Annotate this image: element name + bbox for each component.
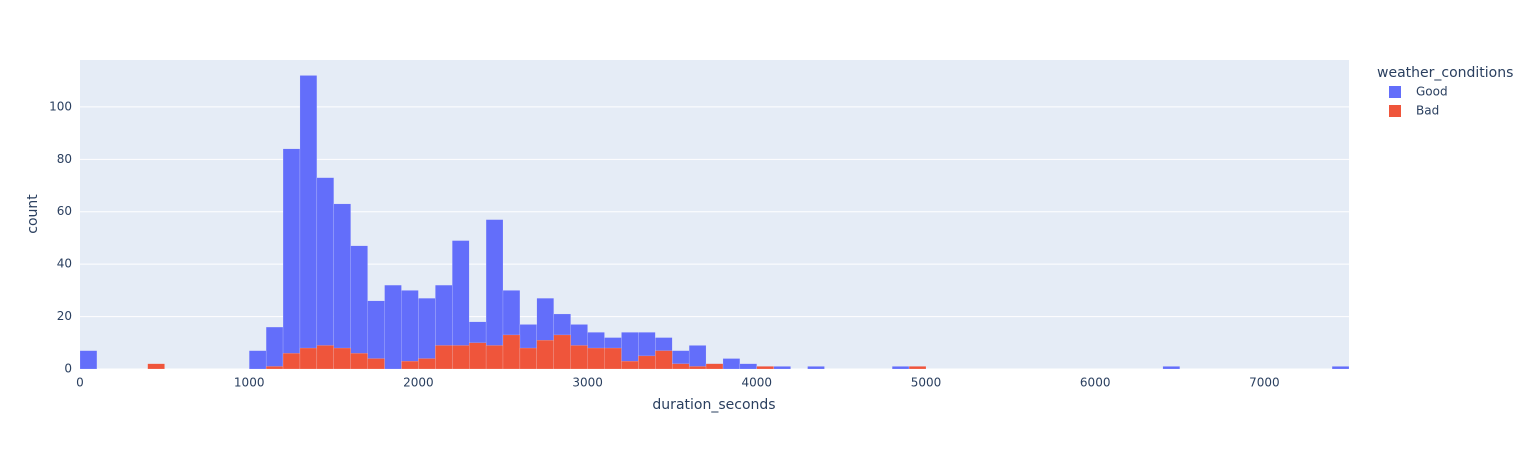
bar (604, 347, 622, 370)
bar (908, 366, 927, 370)
bar (1162, 366, 1180, 370)
y-axis-title: count (25, 194, 41, 234)
y-tick-label: 100 (49, 99, 72, 113)
bar (401, 360, 419, 370)
bar (536, 340, 554, 370)
bar (249, 350, 267, 370)
bar (672, 363, 690, 370)
bar (469, 342, 487, 370)
bar (333, 203, 351, 370)
bar (316, 345, 334, 370)
bar (638, 355, 656, 370)
x-tick-label: 0 (76, 376, 84, 390)
bar (265, 366, 284, 370)
x-tick-label: 5000 (911, 376, 942, 390)
bar (282, 353, 301, 370)
y-tick-label: 80 (57, 152, 72, 166)
y-tick-label: 60 (57, 204, 72, 218)
bar (553, 334, 571, 370)
bar (502, 334, 521, 370)
bar (807, 366, 825, 370)
bar (435, 345, 453, 370)
bar (705, 363, 724, 370)
bar (519, 347, 537, 370)
legend-swatch[interactable] (1389, 105, 1401, 117)
y-tick-label: 0 (64, 362, 72, 376)
bar (621, 360, 639, 370)
bar (418, 358, 436, 370)
bar (756, 366, 774, 370)
x-tick-label: 7000 (1249, 376, 1280, 390)
y-tick-label: 20 (57, 309, 72, 323)
bar (299, 75, 318, 370)
bar (892, 366, 910, 370)
bar (147, 363, 165, 370)
x-axis-title: duration_seconds (652, 397, 775, 413)
bar (282, 148, 301, 370)
legend-label[interactable]: Bad (1416, 104, 1439, 118)
bar (1331, 366, 1350, 370)
plot-area (80, 60, 1349, 369)
y-tick-label: 40 (57, 257, 72, 271)
bar (384, 284, 402, 370)
bar (299, 347, 318, 370)
bar (367, 358, 385, 370)
bar (316, 177, 334, 370)
x-tick-label: 6000 (1080, 376, 1111, 390)
x-tick-label: 2000 (403, 376, 434, 390)
bar (688, 366, 707, 370)
legend-swatch[interactable] (1389, 86, 1401, 98)
bar (350, 245, 368, 370)
bar (452, 345, 470, 370)
bar (773, 366, 791, 370)
x-tick-label: 1000 (234, 376, 265, 390)
bar (587, 347, 605, 370)
legend-label[interactable]: Good (1416, 85, 1448, 99)
bar (350, 353, 368, 370)
x-tick-label: 3000 (572, 376, 603, 390)
bar (570, 345, 588, 370)
bar (265, 326, 284, 370)
bar (688, 345, 707, 370)
bar (739, 363, 757, 370)
x-tick-label: 4000 (742, 376, 773, 390)
bar (655, 350, 673, 370)
bar (401, 290, 419, 370)
bar (333, 347, 351, 370)
bar (485, 345, 504, 370)
bar (722, 358, 741, 370)
legend-title: weather_conditions (1377, 65, 1513, 81)
bar (79, 350, 98, 370)
